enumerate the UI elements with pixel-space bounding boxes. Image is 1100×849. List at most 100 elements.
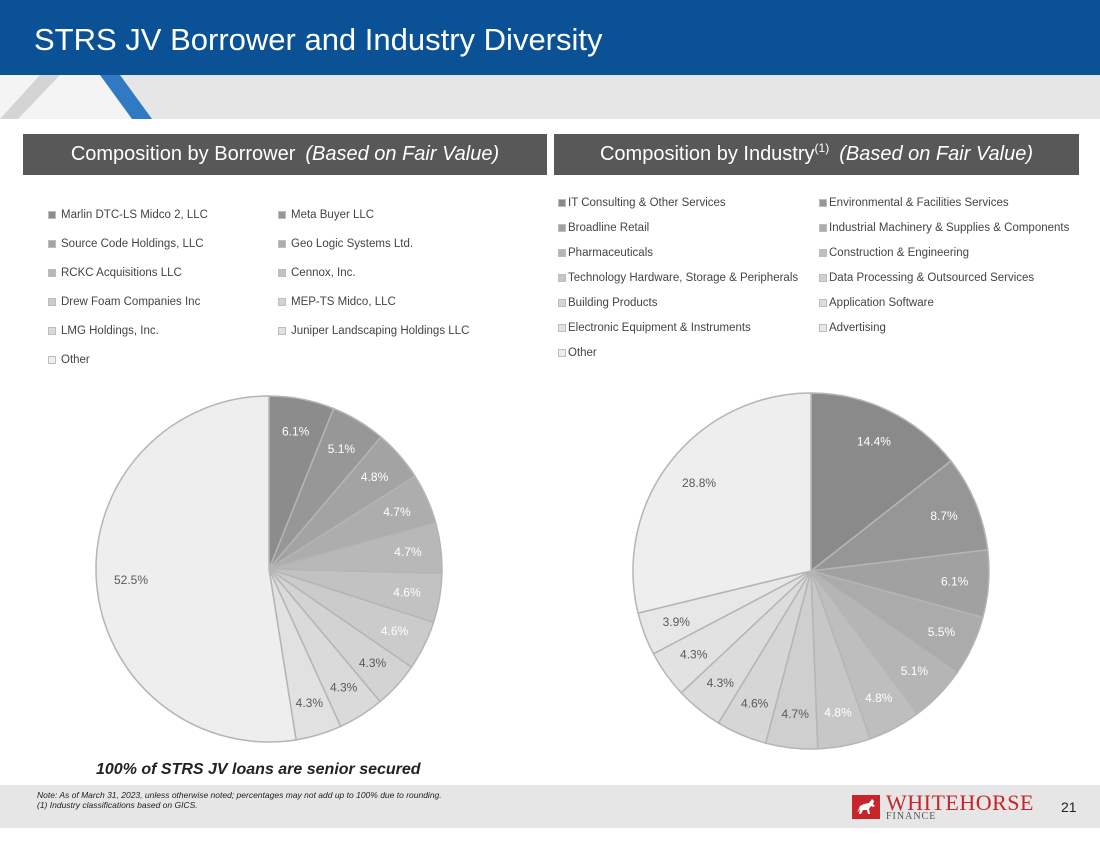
industry-legend-swatch <box>819 324 827 332</box>
borrower-legend-label: Juniper Landscaping Holdings LLC <box>291 325 470 337</box>
industry-legend-item: Application Software <box>819 297 934 309</box>
borrower-pie-data-label: 4.6% <box>393 586 421 600</box>
page-number: 21 <box>1061 799 1077 815</box>
borrower-legend-swatch <box>48 298 56 306</box>
industry-legend-label: Building Products <box>568 297 658 309</box>
industry-pie-data-label: 14.4% <box>857 434 891 448</box>
borrower-legend-swatch <box>48 269 56 277</box>
industry-header-footnote-ref: (1) <box>814 140 830 155</box>
industry-legend-label: IT Consulting & Other Services <box>568 197 726 209</box>
borrower-legend-swatch <box>278 269 286 277</box>
borrower-legend-swatch <box>278 327 286 335</box>
industry-legend-item: Construction & Engineering <box>819 247 969 259</box>
borrower-legend-item: Geo Logic Systems Ltd. <box>278 238 413 250</box>
footnote-line-2: (1) Industry classifications based on GI… <box>37 800 198 810</box>
borrower-legend-label: RCKC Acquisitions LLC <box>61 267 182 279</box>
borrower-legend-item: Other <box>48 354 90 366</box>
industry-legend-item: Other <box>558 347 597 359</box>
industry-legend-label: Advertising <box>829 322 886 334</box>
industry-pie-slice <box>632 392 812 615</box>
borrower-legend-swatch <box>48 356 56 364</box>
borrower-legend-label: Source Code Holdings, LLC <box>61 238 204 250</box>
industry-pie-data-label: 4.6% <box>741 697 769 711</box>
borrower-pie-chart: 6.1%5.1%4.8%4.7%4.7%4.6%4.6%4.3%4.3%4.3%… <box>95 395 443 743</box>
industry-pie-data-label: 28.8% <box>682 476 716 490</box>
industry-legend-item: Electronic Equipment & Instruments <box>558 322 751 334</box>
borrower-legend-swatch <box>278 211 286 219</box>
industry-header-italic: (Based on Fair Value) <box>839 143 1034 165</box>
industry-legend-item: Advertising <box>819 322 886 334</box>
industry-legend-item: IT Consulting & Other Services <box>558 197 726 209</box>
industry-legend-item: Technology Hardware, Storage & Periphera… <box>558 272 798 284</box>
industry-legend-label: Electronic Equipment & Instruments <box>568 322 751 334</box>
industry-legend-label: Industrial Machinery & Supplies & Compon… <box>829 222 1070 234</box>
industry-legend-label: Application Software <box>829 297 934 309</box>
borrower-legend-item: Cennox, Inc. <box>278 267 356 279</box>
borrower-legend-item: MEP-TS Midco, LLC <box>278 296 396 308</box>
industry-panel-header: Composition by Industry (1) (Based on Fai… <box>554 134 1079 175</box>
borrower-legend-item: LMG Holdings, Inc. <box>48 325 159 337</box>
industry-pie-data-label: 4.8% <box>865 691 893 705</box>
logo-subtitle: FINANCE <box>886 811 937 822</box>
industry-pie-data-label: 8.7% <box>930 509 958 523</box>
borrower-legend-label: LMG Holdings, Inc. <box>61 325 159 337</box>
senior-secured-note: 100% of STRS JV loans are senior secured <box>96 761 421 778</box>
industry-legend-label: Data Processing & Outsourced Services <box>829 272 1035 284</box>
industry-legend-swatch <box>558 199 566 207</box>
industry-pie-data-label: 3.9% <box>663 615 691 629</box>
horse-icon <box>852 795 880 819</box>
industry-legend-label: Pharmaceuticals <box>568 247 654 259</box>
borrower-pie-data-label: 4.6% <box>381 624 409 638</box>
industry-legend-swatch <box>819 224 827 232</box>
industry-pie-slice <box>808 459 989 573</box>
industry-pie-data-label: 4.7% <box>782 707 810 721</box>
industry-legend-swatch <box>558 324 566 332</box>
industry-pie-data-label: 6.1% <box>941 574 969 588</box>
borrower-pie-data-label: 4.3% <box>359 656 387 670</box>
industry-legend-swatch <box>819 274 827 282</box>
industry-legend-item: Data Processing & Outsourced Services <box>819 272 1034 284</box>
borrower-legend-label: Marlin DTC-LS Midco 2, LLC <box>61 209 208 221</box>
industry-pie-data-label: 4.8% <box>824 705 852 719</box>
borrower-legend-item: Meta Buyer LLC <box>278 209 374 221</box>
borrower-pie-data-label: 4.7% <box>394 545 422 559</box>
borrower-legend-swatch <box>278 240 286 248</box>
borrower-legend-item: Juniper Landscaping Holdings LLC <box>278 325 469 337</box>
industry-legend-label: Construction & Engineering <box>829 247 969 259</box>
industry-pie-data-label: 4.3% <box>680 648 708 662</box>
borrower-legend-swatch <box>278 298 286 306</box>
industry-legend-swatch <box>558 349 566 357</box>
footer-band <box>0 785 1100 828</box>
borrower-legend-label: Cennox, Inc. <box>291 267 356 279</box>
borrower-legend-swatch <box>48 327 56 335</box>
borrower-pie-data-label: 52.5% <box>114 573 148 587</box>
industry-legend-label: Environmental & Facilities Services <box>829 197 1009 209</box>
industry-header-main: Composition by Industry <box>599 143 815 165</box>
borrower-pie-slice <box>95 395 297 743</box>
borrower-legend-item: Source Code Holdings, LLC <box>48 238 204 250</box>
borrower-pie-data-label: 4.3% <box>330 680 358 694</box>
industry-legend-swatch <box>558 299 566 307</box>
industry-legend-item: Building Products <box>558 297 658 309</box>
borrower-legend-item: Marlin DTC-LS Midco 2, LLC <box>48 209 208 221</box>
industry-legend-swatch <box>819 199 827 207</box>
footnote-line-1: Note: As of March 31, 2023, unless other… <box>37 790 442 800</box>
borrower-legend-swatch <box>48 211 56 219</box>
borrower-pie-data-label: 4.8% <box>361 470 389 484</box>
industry-legend-item: Environmental & Facilities Services <box>819 197 1009 209</box>
borrower-legend-swatch <box>48 240 56 248</box>
whitehorse-logo: WHITEHORSE FINANCE <box>852 790 1034 824</box>
borrower-legend-label: MEP-TS Midco, LLC <box>291 296 396 308</box>
industry-legend-item: Broadline Retail <box>558 222 649 234</box>
industry-legend-swatch <box>558 224 566 232</box>
page-title: STRS JV Borrower and Industry Diversity <box>34 22 603 57</box>
borrower-header-italic: (Based on Fair Value) <box>305 143 500 165</box>
industry-legend-item: Industrial Machinery & Supplies & Compon… <box>819 222 1069 234</box>
industry-pie-data-label: 5.1% <box>901 664 929 678</box>
title-bar: STRS JV Borrower and Industry Diversity <box>0 0 1100 75</box>
industry-legend-label: Other <box>568 347 597 359</box>
borrower-pie-data-label: 4.7% <box>383 505 411 519</box>
title-underband <box>0 75 1100 119</box>
industry-legend-item: Pharmaceuticals <box>558 247 653 259</box>
industry-pie-data-label: 5.5% <box>928 625 956 639</box>
